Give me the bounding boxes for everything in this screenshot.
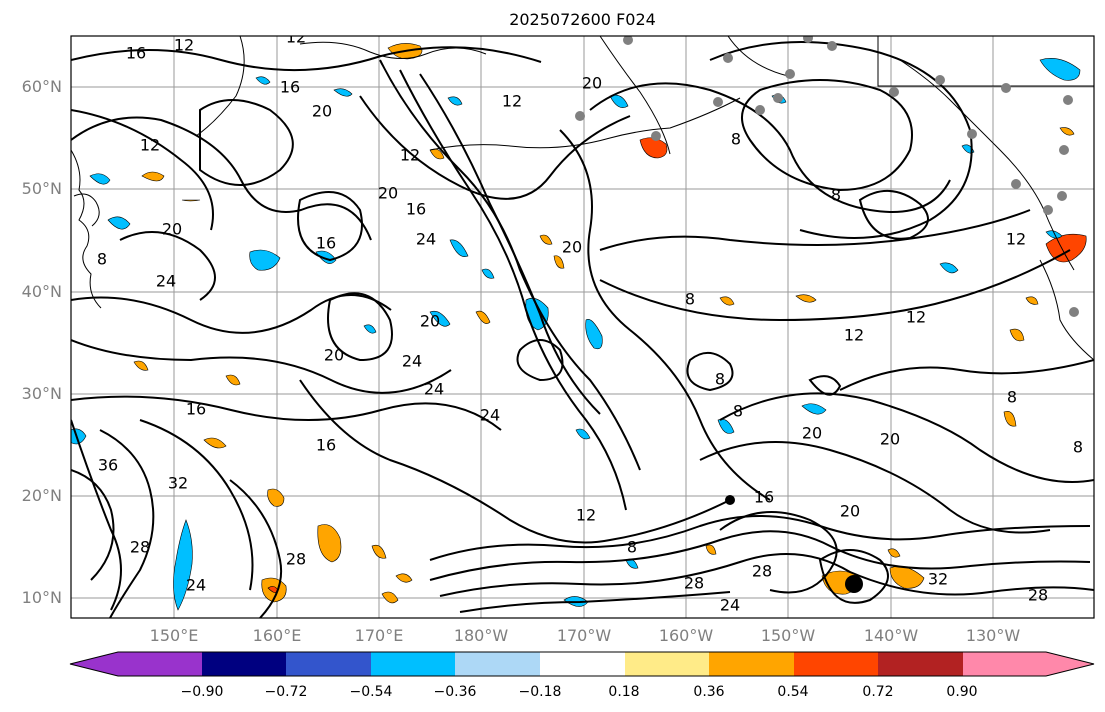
contour-label: 32 [928, 570, 948, 589]
contour-label: 12 [174, 36, 194, 55]
colorbar-segments [70, 652, 1094, 676]
colorbar-segment [709, 652, 794, 676]
lon-label: 160°E [252, 626, 302, 645]
lon-label: 140°W [863, 626, 919, 645]
station-markers [575, 36, 1079, 593]
contour-label: 36 [98, 456, 118, 475]
colorbar-segment [540, 652, 625, 676]
shaded-patches [71, 43, 1087, 611]
contour-label: 12 [400, 146, 420, 165]
contour-label: 8 [97, 250, 107, 269]
map-title: 2025072600 F024 [509, 10, 656, 29]
colorbar-segment [286, 652, 371, 676]
colorbar-tick-label: −0.36 [433, 684, 477, 700]
lon-label: 170°W [556, 626, 612, 645]
contour-label: 20 [880, 430, 900, 449]
contour-label: 20 [582, 74, 602, 93]
colorbar-tick-label: 0.90 [946, 684, 978, 700]
contour-label: 28 [1028, 586, 1048, 605]
contour-label: 24 [416, 230, 436, 249]
colorbar-tick-label: −0.54 [349, 684, 393, 700]
lon-label: 180°W [453, 626, 509, 645]
colorbar-segment [455, 652, 540, 676]
contour-label: 12 [844, 326, 864, 345]
contour-label: 20 [162, 220, 182, 239]
contour-label: 12 [1006, 230, 1026, 249]
contour-label: 12 [576, 506, 596, 525]
contour-label: 24 [424, 380, 444, 399]
contour-label: 8 [733, 402, 743, 421]
colorbar-segment [371, 652, 455, 676]
contour-label: 16 [280, 78, 300, 97]
contour-label: 8 [715, 370, 725, 389]
contour-label: 24 [402, 352, 422, 371]
contour-label: 20 [802, 424, 822, 443]
contour-label: 16 [126, 44, 146, 63]
lat-label: 60°N [21, 77, 62, 96]
lat-label: 10°N [21, 588, 62, 607]
lat-label: 20°N [21, 486, 62, 505]
colorbar-tick-label: −0.90 [180, 684, 224, 700]
contour-label: 28 [286, 550, 306, 569]
colorbar-tick-label: 0.36 [693, 684, 725, 700]
colorbar-segment [794, 652, 878, 676]
contour-label: 16 [406, 200, 426, 219]
contour-label: 20 [562, 238, 582, 257]
lon-label: 150°W [760, 626, 816, 645]
colorbar-extend-high [1046, 652, 1094, 676]
contour-label: 24 [186, 576, 206, 595]
contour-label: 16 [316, 234, 336, 253]
colorbar-tick-label: 0.18 [608, 684, 640, 700]
contour-label: 20 [840, 502, 860, 521]
colorbar-frame [69, 651, 1095, 677]
lat-label: 40°N [21, 282, 62, 301]
colorbar-tick-label: 0.72 [862, 684, 894, 700]
contour-label: 8 [627, 538, 637, 557]
contour-label: 28 [684, 574, 704, 593]
contour-label: 28 [130, 538, 150, 557]
contour-label: 12 [502, 92, 522, 111]
colorbar-tick-label: −0.18 [518, 684, 562, 700]
lon-label: 150°E [149, 626, 199, 645]
lon-label: 160°W [658, 626, 714, 645]
colorbar-tick-label: 0.54 [777, 684, 809, 700]
contour-label: 24 [480, 406, 500, 425]
lat-label: 50°N [21, 179, 62, 198]
colorbar-segment [963, 652, 1046, 676]
map-background [71, 36, 1094, 618]
contour-label: 16 [316, 436, 336, 455]
contour-label: 12 [140, 136, 160, 155]
lon-label: 130°W [965, 626, 1021, 645]
colorbar-segment [878, 652, 963, 676]
contour-label: 24 [720, 596, 740, 615]
contour-label: 32 [168, 474, 188, 493]
lat-label: 30°N [21, 384, 62, 403]
colorbar-tick-label: −0.72 [264, 684, 308, 700]
contour-label: 8 [831, 186, 841, 205]
colorbar-extend-low [70, 652, 118, 676]
contour-label: 20 [312, 102, 332, 121]
colorbar-segment [118, 652, 202, 676]
lon-label: 170°E [354, 626, 404, 645]
contour-label: 12 [906, 308, 926, 327]
contour-label: 8 [731, 130, 741, 149]
contour-label: 20 [324, 346, 344, 365]
contour-label: 8 [1073, 438, 1083, 457]
contour-label: 20 [420, 312, 440, 331]
contour-label: 24 [156, 272, 176, 291]
gridlines [71, 36, 1094, 618]
contour-label: 28 [752, 562, 772, 581]
contour-label: 16 [186, 400, 206, 419]
contour-label: 12 [286, 28, 306, 47]
contour-label: 8 [685, 290, 695, 309]
contour-label: 20 [378, 184, 398, 203]
contour-label: 8 [1007, 388, 1017, 407]
colorbar-segment [202, 652, 286, 676]
contour-label: 16 [754, 488, 774, 507]
map-frame [70, 35, 1095, 619]
colorbar-segment [625, 652, 709, 676]
contour-label-layer: 16 12 12 16 20 12 12 20 8 12 20 16 24 16… [97, 28, 1083, 615]
